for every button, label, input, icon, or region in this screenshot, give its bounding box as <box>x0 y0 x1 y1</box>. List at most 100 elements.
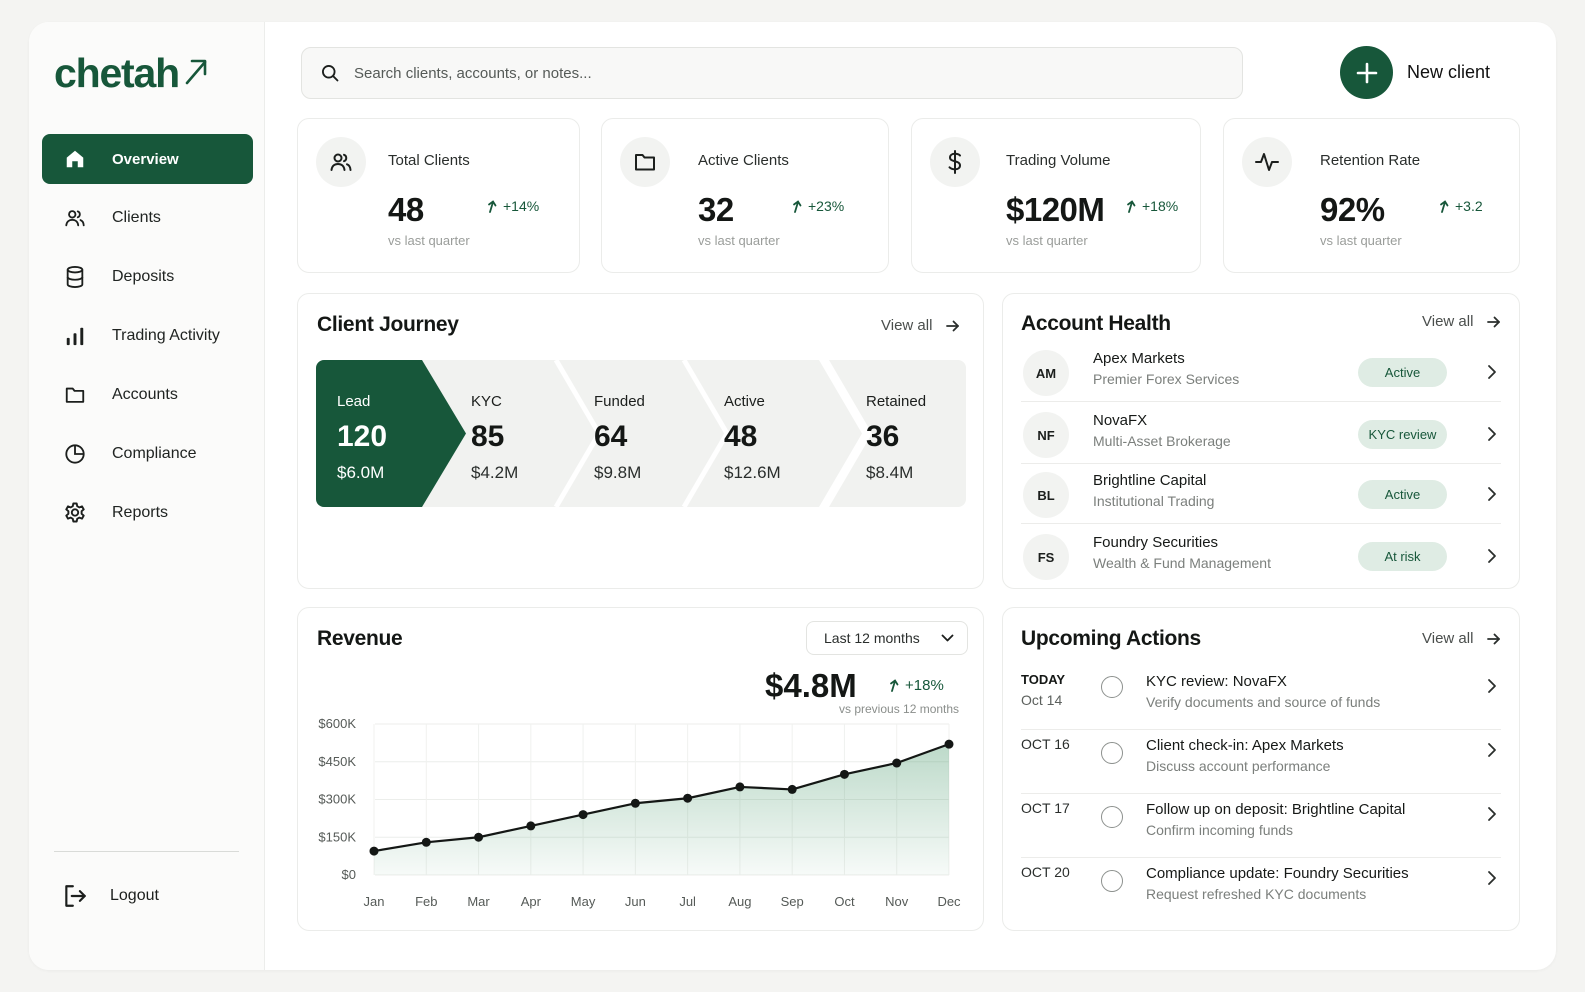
health-account-name: NovaFX <box>1093 412 1148 429</box>
sidebar: chetah Overview Clients Deposits <box>29 22 265 970</box>
status-badge: KYC review <box>1358 420 1447 449</box>
journey-stage-retained[interactable]: Retained 36 $8.4M <box>866 360 961 507</box>
health-account-type: Institutional Trading <box>1093 493 1215 509</box>
search-input[interactable] <box>354 64 1174 82</box>
health-row[interactable]: AM Apex Markets Premier Forex Services A… <box>1021 340 1501 402</box>
sidebar-item-accounts[interactable]: Accounts <box>42 370 253 420</box>
revenue-data-point <box>683 793 693 803</box>
client-journey-view-all[interactable]: View all <box>881 317 960 334</box>
stat-delta: +3.2 <box>1438 198 1483 214</box>
new-client-label: New client <box>1407 62 1491 82</box>
search-bar[interactable] <box>301 47 1243 99</box>
stat-title: Total Clients <box>388 152 470 169</box>
range-select[interactable]: Last 12 months <box>806 621 968 655</box>
status-badge: At risk <box>1358 542 1447 571</box>
revenue-data-point <box>474 832 484 842</box>
dollar-icon <box>930 137 980 187</box>
arrow-up-icon <box>488 199 497 213</box>
stat-delta-value: +3.2 <box>1455 198 1483 214</box>
journey-stage-kyc[interactable]: KYC 85 $4.2M <box>471 360 581 507</box>
action-row[interactable]: TODAY Oct 14 KYC review: NovaFX Verify d… <box>1021 666 1501 730</box>
logout-button[interactable]: Logout <box>62 883 159 909</box>
plus-icon <box>1340 46 1393 99</box>
avatar: AM <box>1023 350 1069 396</box>
action-title: Follow up on deposit: Brightline Capital <box>1146 801 1406 818</box>
action-checkbox[interactable] <box>1101 806 1123 828</box>
stat-card-active-clients[interactable]: Active Clients 32 +23% vs last quarter <box>601 118 889 273</box>
journey-stage-lead[interactable]: Lead 120 $6.0M <box>316 360 436 507</box>
x-tick-label: Jun <box>625 894 646 909</box>
health-account-type: Premier Forex Services <box>1093 371 1240 387</box>
x-tick-label: Apr <box>521 894 542 909</box>
brand-logo[interactable]: chetah <box>54 50 209 97</box>
funnel-stage-shape <box>829 360 966 507</box>
x-tick-label: Jul <box>679 894 696 909</box>
logout-label: Logout <box>110 887 159 904</box>
revenue-total: $4.8M <box>765 667 857 704</box>
new-client-button[interactable]: New client <box>1340 46 1490 99</box>
action-checkbox[interactable] <box>1101 742 1123 764</box>
pie-chart-icon <box>62 441 88 467</box>
stage-label: Funded <box>594 393 645 410</box>
account-health-view-all[interactable]: View all <box>1422 313 1501 330</box>
y-tick-label: $600K <box>318 716 356 731</box>
sidebar-item-trading-activity[interactable]: Trading Activity <box>42 311 253 361</box>
x-tick-label: Jan <box>364 894 385 909</box>
chevron-right-icon <box>1487 426 1497 442</box>
action-row[interactable]: OCT 16 Client check-in: Apex Markets Dis… <box>1021 730 1501 794</box>
stage-label: KYC <box>471 393 502 410</box>
stat-card-retention-rate[interactable]: Retention Rate 92% +3.2 vs last quarter <box>1223 118 1520 273</box>
health-row[interactable]: FS Foundry Securities Wealth & Fund Mana… <box>1021 524 1501 586</box>
stage-count: 64 <box>594 420 628 453</box>
x-tick-label: Nov <box>885 894 909 909</box>
activity-icon <box>1242 137 1292 187</box>
sidebar-item-reports[interactable]: Reports <box>42 488 253 538</box>
stat-value: 32 <box>698 191 734 228</box>
brand-name: chetah <box>54 50 180 96</box>
x-tick-label: Aug <box>728 894 751 909</box>
stat-title: Retention Rate <box>1320 152 1421 169</box>
stat-delta-value: +18% <box>1142 198 1179 214</box>
funnel-shapes <box>316 360 966 507</box>
action-checkbox[interactable] <box>1101 676 1123 698</box>
action-checkbox[interactable] <box>1101 870 1123 892</box>
stat-delta: +18% <box>1125 198 1178 214</box>
stage-label: Retained <box>866 393 927 410</box>
stage-count: 48 <box>724 420 758 453</box>
avatar: FS <box>1023 534 1069 580</box>
action-row[interactable]: OCT 17 Follow up on deposit: Brightline … <box>1021 794 1501 858</box>
journey-stage-funded[interactable]: Funded 64 $9.8M <box>594 360 704 507</box>
stage-label: Active <box>724 393 765 410</box>
view-all-label: View all <box>881 317 933 334</box>
revenue-chart: $0 $150K $300K $450K $600K Jan Feb Mar Apr May Jun… <box>318 716 961 909</box>
revenue-data-point <box>787 784 797 794</box>
stat-delta: +23% <box>791 198 844 214</box>
health-row[interactable]: BL Brightline Capital Institutional Trad… <box>1021 462 1501 524</box>
funnel-stage-shape <box>316 360 466 507</box>
stage-amount: $6.0M <box>337 463 385 482</box>
y-tick-label: $300K <box>318 792 356 807</box>
users-icon <box>316 137 366 187</box>
sidebar-item-deposits[interactable]: Deposits <box>42 252 253 302</box>
stat-card-total-clients[interactable]: Total Clients 48 +14% vs last quarter <box>297 118 580 273</box>
revenue-area <box>374 744 949 875</box>
arrow-up-icon <box>1440 199 1449 213</box>
upcoming-actions-view-all[interactable]: View all <box>1422 630 1501 647</box>
journey-stage-active[interactable]: Active 48 $12.6M <box>724 360 834 507</box>
stat-card-trading-volume[interactable]: Trading Volume $120M +18% vs last quarte… <box>911 118 1201 273</box>
client-journey-funnel: Lead 120 $6.0M KYC 85 $4.2M Funded 64 $9… <box>316 360 966 507</box>
x-tick-label: Feb <box>415 894 437 909</box>
funnel-divider <box>681 360 730 507</box>
sidebar-item-overview[interactable]: Overview <box>42 134 253 184</box>
status-badge: Active <box>1358 358 1447 387</box>
sidebar-item-clients[interactable]: Clients <box>42 193 253 243</box>
action-row[interactable]: OCT 20 Compliance update: Foundry Securi… <box>1021 858 1501 922</box>
sidebar-item-compliance[interactable]: Compliance <box>42 429 253 479</box>
arrow-right-icon <box>1487 316 1501 327</box>
health-row[interactable]: NF NovaFX Multi-Asset Brokerage KYC revi… <box>1021 402 1501 464</box>
x-tick-label: Dec <box>937 894 961 909</box>
chevron-right-icon <box>1487 742 1497 758</box>
revenue-delta: +18% <box>888 677 944 694</box>
action-date: OCT 16 <box>1021 736 1070 752</box>
action-subtitle: Discuss account performance <box>1146 758 1331 774</box>
